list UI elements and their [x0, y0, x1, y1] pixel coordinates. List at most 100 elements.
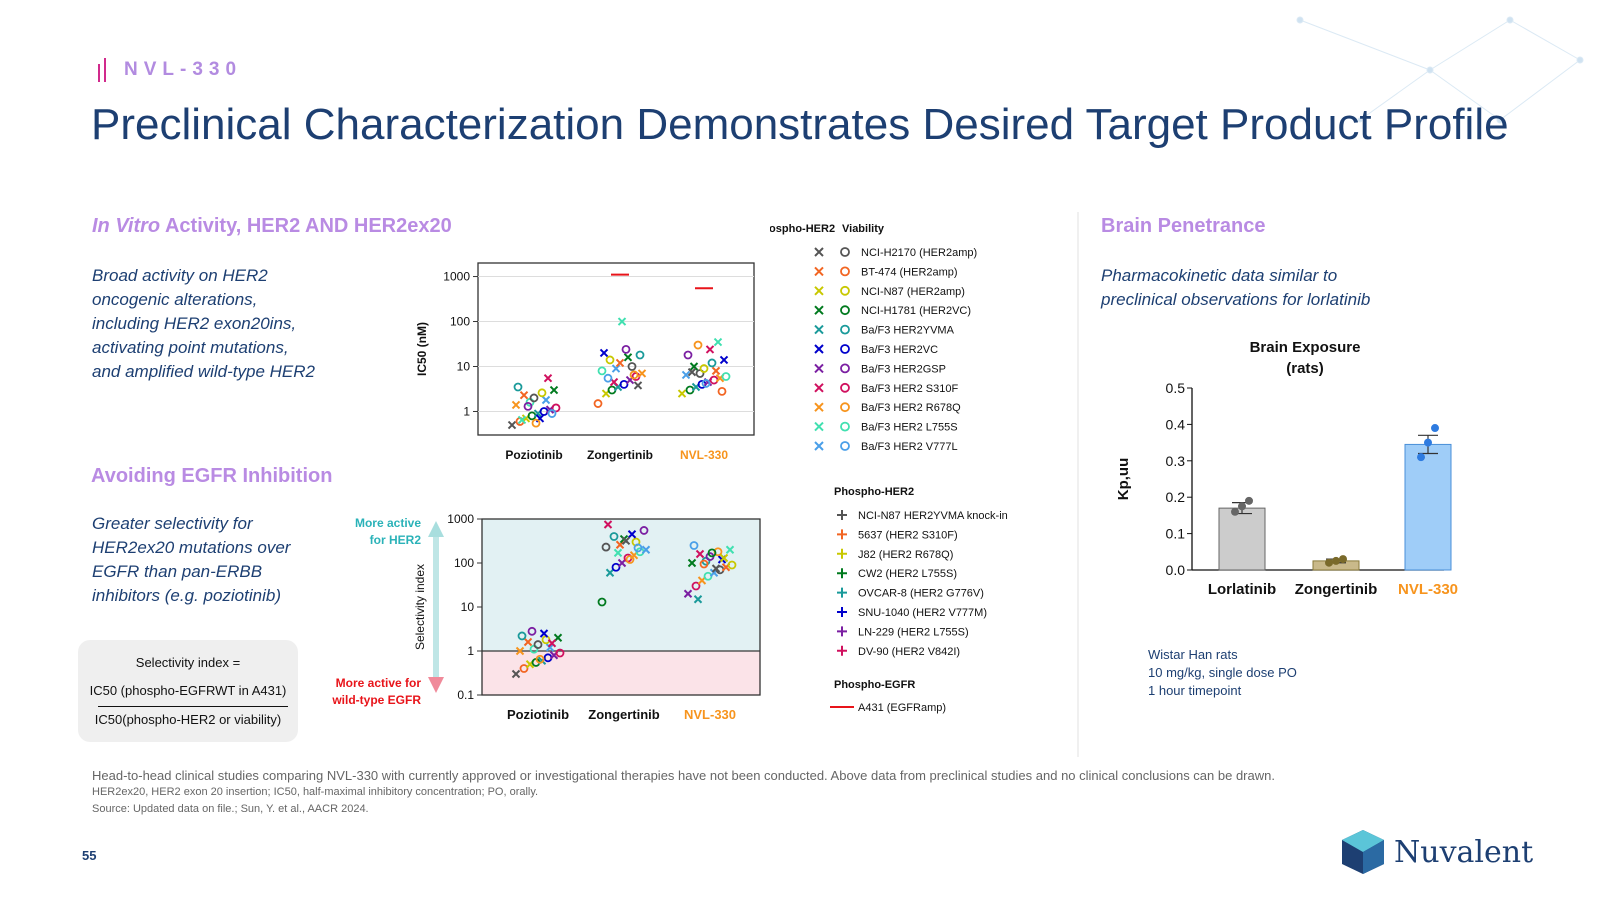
legend-cross-icon: [814, 324, 824, 335]
data-point: [617, 558, 627, 568]
data-point: [555, 648, 565, 658]
footer-source: Source: Updated data on file.; Sun, Y. e…: [92, 803, 369, 815]
legend-circle-icon: [840, 363, 850, 374]
data-point: [529, 393, 539, 403]
brand-bar-icon: [98, 58, 112, 82]
legend-cross-icon: [814, 305, 824, 315]
data-point: [511, 400, 521, 410]
legend-header-phospho-her2: Phospho-HER2: [834, 486, 914, 498]
x-tick-label: Poziotinib: [507, 707, 569, 722]
data-point: [601, 542, 611, 552]
data-point: [517, 415, 527, 425]
y-tick-label: 1000: [443, 270, 470, 284]
brand-row: NVL-330: [98, 58, 242, 82]
data-point: [539, 629, 549, 638]
data-point: [707, 548, 717, 558]
legend-circle-icon: [840, 247, 850, 257]
x-tick-label: Lorlatinib: [1208, 581, 1276, 598]
data-point: [523, 401, 533, 411]
data-point: [719, 553, 729, 563]
bar: [1218, 507, 1266, 571]
formula-denominator: IC50(phospho-HER2 or viability): [94, 712, 282, 727]
section-divider: [1077, 212, 1079, 757]
legend-cross-icon: [814, 441, 824, 451]
legend-cross-icon: [814, 286, 824, 296]
data-point: [683, 350, 693, 360]
legend-plus-icon: [837, 548, 847, 559]
data-point: [535, 654, 545, 664]
data-point: [621, 344, 631, 354]
legend-label: Ba/F3 HER2VC: [861, 344, 938, 356]
bar: [1404, 443, 1452, 571]
y-tick-label: 0.1: [1166, 526, 1186, 542]
y-tick-label: 10: [461, 600, 475, 614]
data-point: [637, 369, 647, 378]
legend-label: Ba/F3 HER2 R678Q: [861, 402, 961, 414]
data-point: [1417, 453, 1425, 462]
annotation-egfr: wild-type EGFR: [331, 693, 421, 707]
data-point: [543, 373, 553, 383]
y-tick-label: 1: [463, 404, 470, 418]
legend-label: Ba/F3 HER2GSP: [861, 363, 946, 375]
data-point: [689, 541, 699, 550]
data-point: [549, 385, 559, 395]
data-point: [527, 626, 537, 636]
data-point: [681, 370, 691, 380]
data-point: [621, 536, 631, 545]
legend-label: Ba/F3 HER2 V777L: [861, 441, 958, 453]
data-point: [691, 581, 701, 591]
region-egfr: [482, 651, 760, 695]
annotation-her2: for HER2: [370, 533, 422, 547]
logo-text: Nuvalent: [1394, 834, 1534, 870]
brand-label: NVL-330: [124, 59, 243, 80]
data-point: [635, 350, 645, 360]
data-point: [693, 340, 703, 350]
legend-cross-icon: [814, 402, 824, 412]
x-tick-label: NVL-330: [684, 707, 736, 722]
x-tick-label: Zongertinib: [588, 707, 660, 722]
formula-title: Selectivity index =: [135, 655, 241, 670]
data-point: [1245, 496, 1253, 505]
data-point: [695, 549, 705, 559]
data-point: [1431, 424, 1439, 433]
data-point: [687, 558, 697, 568]
y-tick-label: 0.4: [1166, 416, 1186, 432]
legend-label: Ba/F3 HER2 S310F: [861, 383, 958, 395]
legend-circle-icon: [840, 305, 850, 316]
desc-line: Pharmacokinetic data similar to: [1101, 266, 1338, 285]
data-point: [687, 367, 697, 377]
desc-line: Broad activity on HER2: [92, 266, 268, 285]
legend-header-phospho-egfr: Phospho-EGFR: [834, 679, 915, 691]
data-point: [615, 540, 625, 549]
annotation-her2: More active: [355, 516, 421, 530]
egfr-description: Greater selectivity for HER2ex20 mutatio…: [92, 512, 290, 608]
ic50-scatter-chart: 1000 100 10 1 IC50 (nM) Poziotinib Zongertinib…: [415, 262, 755, 462]
legend-circle-icon: [840, 344, 850, 354]
invitro-description: Broad activity on HER2 oncogenic alterat…: [92, 264, 315, 384]
y-tick-label: 1000: [447, 512, 474, 526]
data-point: [627, 530, 637, 539]
data-point: [537, 388, 547, 398]
data-point: [1231, 507, 1239, 516]
desc-line: oncogenic alterations,: [92, 290, 258, 309]
data-point: [699, 364, 709, 373]
region-her2: [482, 519, 760, 651]
legend-plus-icon: [837, 607, 847, 617]
legend-plus-icon: [837, 645, 847, 656]
up-arrow-icon: [428, 521, 444, 537]
data-point: [615, 358, 625, 368]
data-point: [515, 646, 525, 656]
legend-header-viability: Viability: [842, 223, 885, 235]
y-tick-label: 1: [467, 644, 474, 658]
data-point: [609, 532, 619, 541]
data-point: [1238, 502, 1246, 511]
data-point: [689, 362, 699, 371]
legend-cross-icon: [814, 363, 824, 374]
data-point: [511, 669, 521, 679]
data-point: [721, 372, 731, 381]
desc-line: including HER2 exon20ins,: [92, 314, 297, 333]
data-point: [701, 379, 711, 388]
data-point: [597, 597, 607, 607]
data-point: [603, 520, 613, 529]
x-tick-label: Poziotinib: [505, 448, 562, 462]
